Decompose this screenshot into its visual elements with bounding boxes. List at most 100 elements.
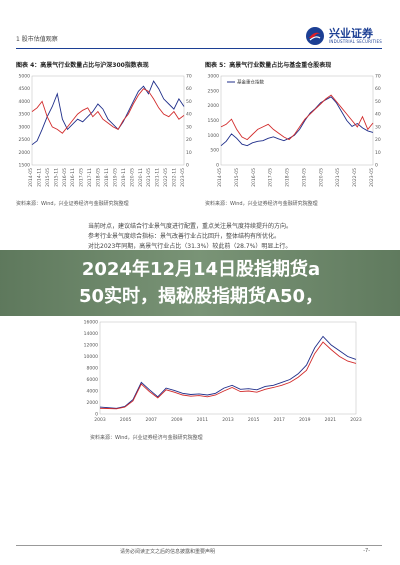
y-left-tick-label: 4000 (87, 389, 99, 395)
series-line-0 (99, 335, 357, 409)
y-right-tick-label: 10 (375, 150, 381, 156)
x-tick-label: 2020-05 (318, 168, 324, 187)
y-right-tick-label: 10 (186, 150, 192, 156)
y-left-tick-label: 2000 (208, 103, 220, 109)
x-tick-label: 2022-05 (163, 168, 169, 187)
figure-5-title: 图表 5：高景气行业数量占比与基金重仓股表现 (205, 62, 332, 69)
body-line: 当前时点，建议结合行业景气度进行配置，重点关注景气度持续提升的方向。 (88, 223, 293, 230)
y-left-tick-label: 3000 (208, 74, 220, 80)
y-right-tick-label: 60 (186, 86, 192, 92)
x-tick-label: 2005 (120, 417, 132, 423)
x-tick-label: 2023-05 (369, 168, 375, 187)
x-tick-label: 2018-05 (96, 168, 102, 187)
chart-fund-index: 3000250020001500100050007060504030201002… (208, 74, 381, 187)
footer-rule (16, 545, 382, 546)
x-tick-label: 2019-11 (121, 168, 127, 187)
y-left-tick-label: 1000 (208, 133, 220, 139)
figure-4-source: 资料来源：Wind，兴业证券经济与金融研究院整理 (16, 201, 129, 207)
x-tick-label: 2013 (222, 417, 234, 423)
x-tick-label: 2017-05 (268, 168, 274, 187)
x-tick-label: 2021-05 (146, 168, 152, 187)
brand-name: 兴业证券 (329, 27, 373, 40)
body-line: 对比2023年同期，高景气行业占比（31.3%）较此前（28.7%）明显上行。 (88, 243, 292, 250)
x-tick-label: 2014-05 (217, 168, 223, 187)
brand-subtitle: INDUSTRIAL SECURITIES (329, 39, 382, 44)
x-tick-label: 2011 (197, 417, 209, 423)
legend-label: 基金重仓指数 (237, 79, 264, 86)
y-right-tick-label: 20 (186, 137, 192, 143)
y-right-tick-label: 20 (375, 137, 381, 143)
article-title-line-2: 50实时，揭秘股指期货A50， (78, 286, 324, 307)
y-left-tick-label: 3500 (19, 112, 31, 118)
figure-5-source: 资料来源：Wind，兴业证券经济与金融研究院整理 (205, 201, 318, 207)
body-text: 当前时点，建议结合行业景气度进行配置，重点关注景气度持续提升的方向。 参考行业景… (88, 222, 383, 252)
x-tick-label: 2017-11 (87, 168, 93, 187)
x-tick-label: 2021-11 (155, 168, 161, 187)
plot-frame (220, 75, 374, 166)
series-line-1 (99, 341, 357, 410)
chart-long-term-index: 1600014000120001000080006000400020000200… (84, 320, 362, 424)
title-banner (0, 250, 400, 316)
plot-frame (31, 75, 185, 166)
brand-logo-icon (306, 27, 324, 45)
y-left-tick-label: 16000 (84, 320, 98, 326)
x-tick-label: 2020-05 (129, 168, 135, 187)
y-right-tick-label: 50 (375, 99, 381, 105)
y-right-tick-label: 40 (375, 112, 381, 118)
section-header: 1 股市估值观察 (16, 36, 58, 43)
x-tick-label: 2019-05 (301, 168, 307, 187)
article-title-line-1: 2024年12月14日股指期货a (81, 259, 321, 280)
y-left-tick-label: 0 (95, 412, 98, 418)
x-tick-label: 2020-11 (138, 168, 144, 187)
y-left-tick-label: 1500 (208, 118, 220, 124)
y-right-tick-label: 70 (186, 74, 192, 80)
figure-4-title: 图表 4：高景气行业数量占比与沪深300指数表现 (16, 62, 149, 69)
article-title[interactable]: 2024年12月14日股指期货a 50实时，揭秘股指期货A50， (16, 256, 386, 310)
series-line-1 (31, 88, 185, 134)
page-number: -7- (363, 548, 370, 554)
x-tick-label: 2014-11 (36, 168, 42, 187)
x-tick-label: 2018-05 (285, 168, 291, 187)
x-tick-label: 2017 (273, 417, 285, 423)
y-right-tick-label: 60 (375, 86, 381, 92)
series-line-0 (31, 80, 185, 146)
y-left-tick-label: 5000 (19, 74, 31, 80)
x-tick-label: 2021-05 (335, 168, 341, 187)
series-line-1 (220, 94, 374, 141)
y-left-tick-label: 0 (216, 163, 219, 169)
body-line: 参考行业景气度综合指标：景气改善行业占比回升，整体结构有所优化。 (88, 233, 281, 240)
x-tick-label: 2003 (94, 417, 106, 423)
y-left-tick-label: 2500 (19, 137, 31, 143)
footer-disclaimer: 请务必阅读正文之后的信息披露和重要声明 (120, 549, 216, 555)
x-tick-label: 2015-05 (234, 168, 240, 187)
y-left-tick-label: 10000 (84, 354, 98, 360)
x-tick-label: 2023-05 (180, 168, 186, 187)
y-left-tick-label: 4500 (19, 86, 31, 92)
y-left-tick-label: 14000 (84, 331, 98, 337)
y-right-tick-label: 0 (186, 163, 189, 169)
y-left-tick-label: 2500 (208, 88, 220, 94)
x-tick-label: 2019-05 (112, 168, 118, 187)
y-right-tick-label: 50 (186, 99, 192, 105)
x-tick-label: 2019 (299, 417, 311, 423)
x-tick-label: 2016-05 (62, 168, 68, 187)
y-left-tick-label: 2000 (87, 400, 99, 406)
y-left-tick-label: 2000 (19, 150, 31, 156)
x-tick-label: 2015 (248, 417, 260, 423)
x-tick-label: 2009 (171, 417, 183, 423)
x-tick-label: 2016-05 (251, 168, 257, 187)
y-left-tick-label: 12000 (84, 343, 98, 349)
brand-logo: 兴业证券 INDUSTRIAL SECURITIES (305, 26, 382, 46)
y-left-tick-label: 3000 (19, 124, 31, 130)
chart-hs300: 5000 4500 4000 3500 3000 2500 2000 1500 70 60 50 40… (19, 74, 192, 187)
header-rule (16, 48, 382, 49)
y-left-tick-label: 500 (210, 148, 219, 154)
x-tick-label: 2022-11 (172, 168, 178, 187)
x-tick-label: 2022-05 (352, 168, 358, 187)
y-right-tick-label: 70 (375, 74, 381, 80)
x-tick-label: 2007 (145, 417, 157, 423)
plot-frame (99, 321, 357, 415)
y-right-tick-label: 40 (186, 112, 192, 118)
x-tick-label: 2021 (325, 417, 337, 423)
